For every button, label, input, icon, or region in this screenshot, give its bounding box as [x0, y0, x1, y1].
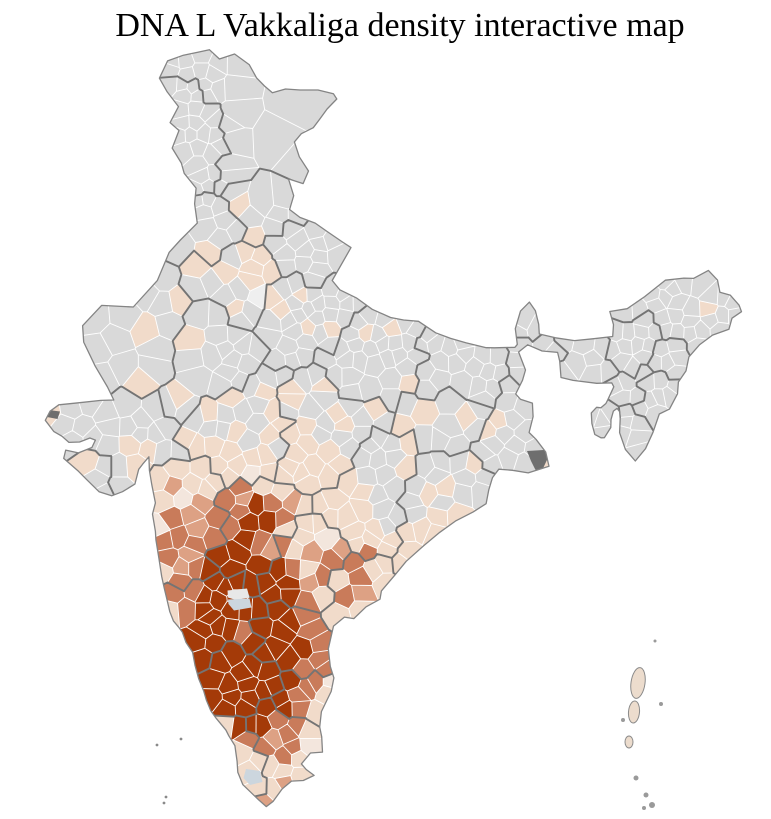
svg-text:DNA L Vakkaliga density intera: DNA L Vakkaliga density interactive map: [115, 7, 684, 44]
